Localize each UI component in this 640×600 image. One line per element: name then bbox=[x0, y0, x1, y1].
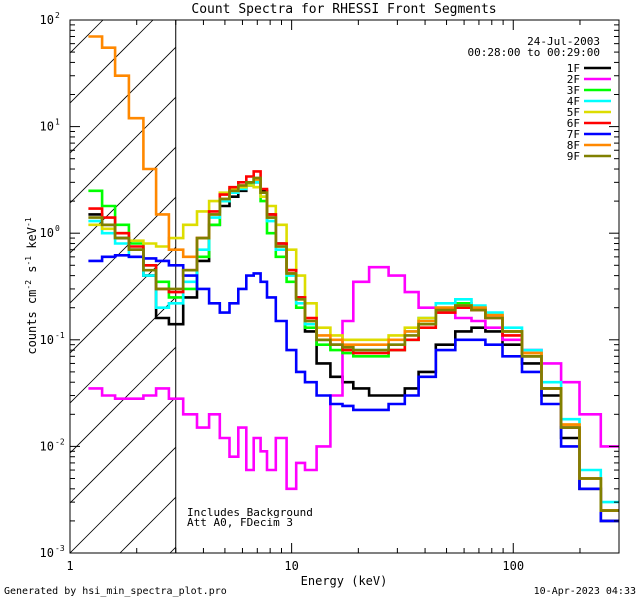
y-tick-exponent: 1 bbox=[55, 118, 60, 127]
y-tick-exponent: -1 bbox=[55, 331, 65, 340]
hatch-line bbox=[70, 346, 176, 454]
hatch-line bbox=[70, 246, 176, 354]
x-tick-labels: 1 10 100 bbox=[66, 559, 524, 573]
legend-label-6F: 6F bbox=[567, 117, 580, 130]
series-group bbox=[88, 35, 619, 523]
series-line-2F bbox=[88, 265, 619, 491]
hatch-line bbox=[70, 296, 176, 404]
plot-frame bbox=[69, 19, 620, 554]
legend-label-2F: 2F bbox=[567, 73, 580, 86]
annotation-attenuator: Att A0, FDecim 3 bbox=[187, 516, 293, 529]
hatch-line bbox=[70, 146, 176, 254]
legend-label-3F: 3F bbox=[567, 84, 580, 97]
y-tick-label: 10 bbox=[40, 439, 54, 453]
y-tick-label: 10 bbox=[40, 120, 54, 134]
axis-ticks bbox=[69, 19, 620, 554]
hatch-line bbox=[70, 396, 176, 504]
hatch-line bbox=[70, 446, 176, 553]
legend-label-9F: 9F bbox=[567, 150, 580, 163]
x-axis-label: Energy (keV) bbox=[301, 574, 388, 588]
annotation-background: Includes Background bbox=[187, 506, 313, 519]
footer-timestamp: 10-Apr-2023 04:33 bbox=[534, 586, 636, 597]
hatch-line bbox=[70, 196, 176, 304]
legend-label-8F: 8F bbox=[567, 139, 580, 152]
y-tick-label: 10 bbox=[40, 546, 54, 560]
series-line-7F bbox=[88, 254, 619, 523]
y-tick-exponent: 0 bbox=[55, 224, 60, 233]
y-tick-label: 10 bbox=[40, 226, 54, 240]
y-tick-exponent: -2 bbox=[55, 437, 65, 446]
legend-label-5F: 5F bbox=[567, 106, 580, 119]
series-line-9F bbox=[88, 176, 619, 512]
x-tick-label: 1 bbox=[66, 559, 73, 573]
background-hatch-region bbox=[0, 20, 176, 553]
x-tick-label: 100 bbox=[502, 559, 524, 573]
y-axis-label: counts cm-2 s-1 keV-1 bbox=[24, 217, 39, 354]
y-tick-label: 10 bbox=[40, 13, 54, 27]
date-label: 24-Jul-2003 bbox=[527, 35, 600, 48]
footer-generated-by: Generated by hsi_min_spectra_plot.pro bbox=[4, 586, 227, 597]
y-tick-exponent: -3 bbox=[55, 544, 65, 553]
chart-title: Count Spectra for RHESSI Front Segments bbox=[191, 2, 496, 17]
hatch-line bbox=[70, 96, 176, 204]
legend-label-7F: 7F bbox=[567, 128, 580, 141]
y-tick-label: 10 bbox=[40, 333, 54, 347]
legend-label-1F: 1F bbox=[567, 62, 580, 75]
hatch-line bbox=[0, 20, 3, 553]
series-line-8F bbox=[88, 35, 619, 512]
time-range-label: 00:28:00 to 00:29:00 bbox=[468, 46, 600, 59]
x-tick-label: 10 bbox=[284, 559, 298, 573]
series-line-4F bbox=[88, 181, 619, 504]
hatch-line bbox=[70, 20, 104, 54]
legend-label-4F: 4F bbox=[567, 95, 580, 108]
y-tick-exponent: 2 bbox=[55, 11, 60, 20]
hatch-line bbox=[70, 46, 176, 154]
